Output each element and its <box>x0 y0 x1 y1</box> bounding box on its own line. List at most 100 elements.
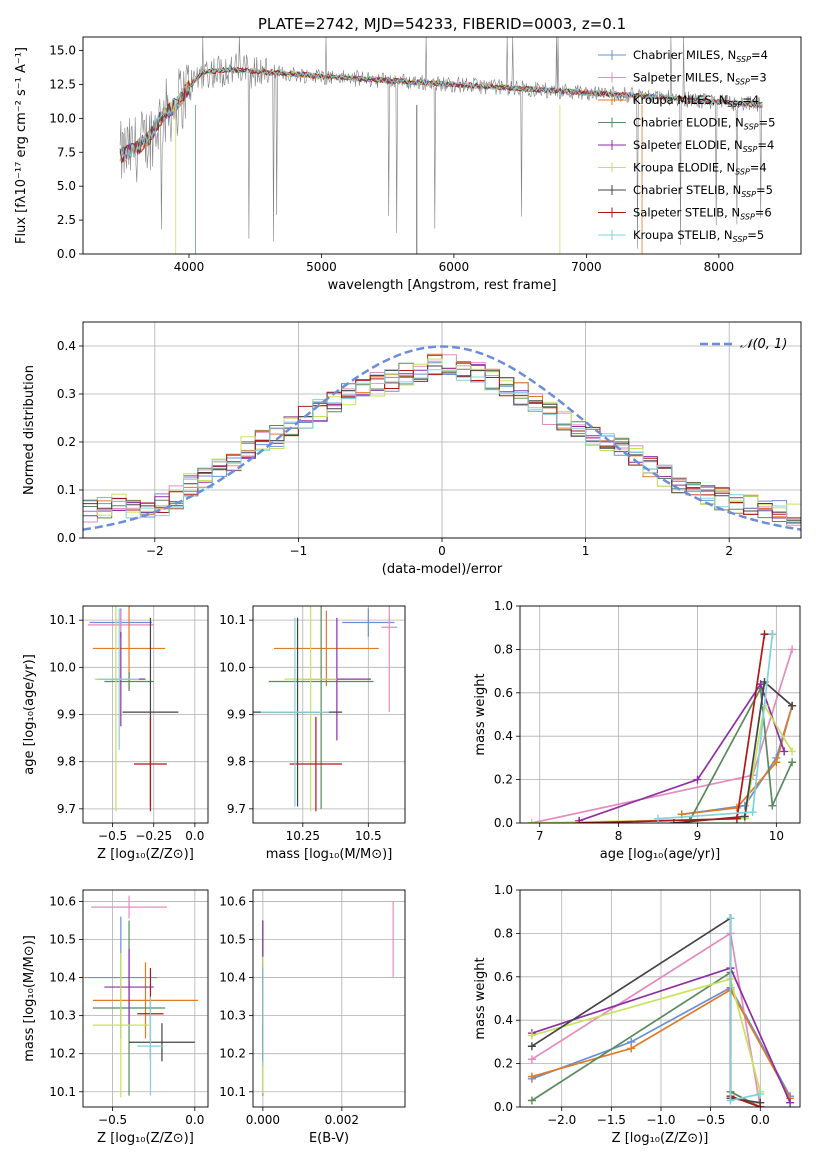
y-axis-label: mass weight <box>473 957 488 1039</box>
mass-weight-marker-6 <box>527 1042 536 1051</box>
y-tick-label: 0.4 <box>57 339 76 353</box>
x-axis-label: (data-model)/error <box>382 562 503 577</box>
y-tick-label: 10.1 <box>49 613 76 627</box>
y-tick-label: 0.6 <box>494 970 513 984</box>
x-tick-label: 0 <box>438 544 446 558</box>
y-tick-label: 0.2 <box>57 435 76 449</box>
y-tick-label: 0.4 <box>494 1013 513 1027</box>
x-tick-label: −1 <box>290 544 308 558</box>
y-tick-label: 10.5 <box>219 932 246 946</box>
x-tick-label: −0.25 <box>135 829 172 843</box>
axes-frame <box>252 889 406 1108</box>
mass-weight-marker-5 <box>527 1031 536 1040</box>
y-tick-label: 0.4 <box>494 729 513 743</box>
y-tick-label: 2.5 <box>57 213 76 227</box>
y-tick-label: 0.8 <box>494 926 513 940</box>
panels: 4000 5000 6000 7000 80000.02.55.07.510.012.5… <box>14 36 802 1146</box>
x-tick-label: −1.5 <box>597 1113 626 1127</box>
panel-body <box>84 895 199 1098</box>
y-tick-label: 0.3 <box>57 387 76 401</box>
axes-frame <box>519 889 801 1108</box>
mass-weight-line-2 <box>681 705 793 816</box>
axes-frame <box>82 36 802 255</box>
y-tick-label: 10.0 <box>219 660 246 674</box>
histogram-step-8 <box>83 369 801 538</box>
y-tick-label: 10.3 <box>49 1009 76 1023</box>
y-tick-label: 1.0 <box>494 599 513 613</box>
y-tick-label: 9.7 <box>57 802 76 816</box>
x-tick-label: 9 <box>694 829 702 843</box>
x-tick-label: −0.5 <box>98 1113 127 1127</box>
mass-weight-marker-3 <box>788 758 797 767</box>
legend-label-7: Salpeter STELIB, NSSP=6 <box>633 206 772 222</box>
panel-residuals: −2 −1 0 1 2 0.0 0.1 0.2 0.3 0.4 (data-model)/error… <box>22 321 802 577</box>
mass-weight-marker-7 <box>732 814 741 823</box>
mass-weight-marker-2 <box>527 1072 536 1081</box>
panel-mass_vs_EBV: 0.000 0.002 10.1 10.2 10.3 10.4 10.5 10.6 E(B-V) <box>219 889 406 1146</box>
legend-label-normal: 𝒩(0, 1) <box>740 337 787 352</box>
x-tick-label: 4000 <box>174 260 205 274</box>
x-tick-label: 0.0 <box>185 1113 204 1127</box>
x-tick-label: 10 <box>769 829 784 843</box>
y-tick-label: 9.8 <box>227 755 246 769</box>
mass-weight-line-0 <box>531 986 791 1097</box>
x-tick-label: −0.5 <box>696 1113 725 1127</box>
y-tick-label: 10.6 <box>219 894 246 908</box>
mass-weight-marker-2 <box>627 1044 636 1053</box>
mass-weight-marker-8 <box>748 808 757 817</box>
mass-weight-marker-8 <box>726 1096 735 1105</box>
legend-label-0: Chabrier MILES, NSSP=4 <box>633 48 768 64</box>
y-tick-label: 9.9 <box>227 708 246 722</box>
y-tick-label: 10.3 <box>219 1009 246 1023</box>
panel-mw_vs_Z: −2.0 −1.5 −1.0 −0.5 0.0 0.0 0.2 0.4 0.6 0.8 1.0 Z [… <box>473 883 801 1146</box>
y-tick-label: 10.6 <box>49 894 76 908</box>
x-tick-label: −2.0 <box>547 1113 576 1127</box>
panel-body <box>83 345 801 538</box>
x-axis-label: age [log₁₀(age/yr)] <box>600 847 721 862</box>
y-tick-label: 0.1 <box>57 483 76 497</box>
model-line-8 <box>119 65 763 162</box>
x-axis-label: mass [log₁₀(M/M⊙)] <box>266 847 393 862</box>
mass-weight-marker-8 <box>756 1089 765 1098</box>
axes-frame <box>82 605 209 824</box>
x-tick-label: 5000 <box>306 260 337 274</box>
legend-label-6: Chabrier STELIB, NSSP=5 <box>633 183 773 199</box>
mass-weight-marker-8 <box>654 814 663 823</box>
mass-weight-marker-5 <box>527 819 536 823</box>
x-tick-label: −0.5 <box>98 829 127 843</box>
y-tick-label: 10.1 <box>49 1085 76 1099</box>
mass-weight-marker-7 <box>756 1103 765 1107</box>
model-line-4 <box>119 66 763 159</box>
panel-age_vs_mass: 10.25 10.5 9.7 9.8 9.9 10.0 10.1 mass [log₁₀(M/… <box>219 605 406 862</box>
y-tick-label: 5.0 <box>57 179 76 193</box>
mass-weight-marker-5 <box>788 747 797 756</box>
legend-label-3: Chabrier ELODIE, NSSP=5 <box>633 116 775 132</box>
legend-label-8: Kroupa STELIB, NSSP=5 <box>633 228 764 244</box>
x-tick-label: 2 <box>725 544 733 558</box>
axes-frame <box>82 889 209 1108</box>
y-tick-label: 15.0 <box>49 44 76 58</box>
x-tick-label: 6000 <box>439 260 470 274</box>
y-tick-label: 10.4 <box>49 971 76 985</box>
mass-weight-marker-6 <box>788 701 797 710</box>
panel-spectrum: 4000 5000 6000 7000 8000 0.0 2.5 5.0 7.5 10.0 12.5… <box>14 36 802 293</box>
x-axis-label: wavelength [Angstrom, rest frame] <box>328 278 557 293</box>
y-tick-label: 10.2 <box>49 1047 76 1061</box>
y-tick-label: 10.1 <box>219 1085 246 1099</box>
y-tick-label: 9.9 <box>57 708 76 722</box>
y-tick-label: 7.5 <box>57 145 76 159</box>
x-tick-label: −2 <box>146 544 164 558</box>
x-tick-label: 0.0 <box>185 829 204 843</box>
mass-weight-line-2 <box>531 988 791 1099</box>
y-axis-label: age [log₁₀(age/yr)] <box>22 654 37 775</box>
mass-weight-marker-6 <box>740 812 749 821</box>
x-tick-label: 10.5 <box>355 829 382 843</box>
x-tick-label: 10.25 <box>286 829 320 843</box>
y-tick-label: 10.2 <box>219 1047 246 1061</box>
y-tick-label: 10.0 <box>49 111 76 125</box>
x-tick-label: 7 <box>536 829 544 843</box>
legend-label-1: Salpeter MILES, NSSP=3 <box>633 71 767 87</box>
mass-weight-marker-4 <box>786 1098 795 1107</box>
